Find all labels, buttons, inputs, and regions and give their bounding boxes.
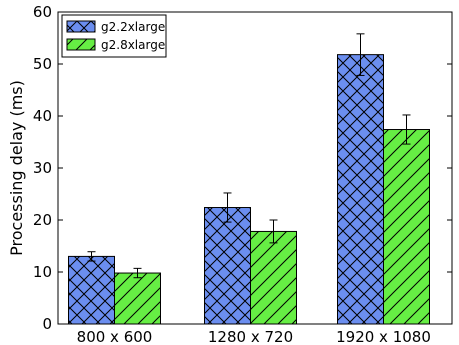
legend: g2.2xlarge g2.8xlarge — [61, 14, 167, 58]
axes: 800 x 600 1280 x 720 1920 x 1080 0 10 20 30 40 5… — [33, 3, 453, 345]
bar-hatch-2-1 — [114, 272, 161, 325]
legend-label-1: g2.2xlarge — [101, 20, 165, 34]
legend-label-2: g2.8xlarge — [101, 38, 165, 52]
bar-hatch-1-2 — [204, 207, 251, 325]
y-tick-label: 40 — [33, 107, 52, 125]
y-tick-label: 30 — [33, 159, 52, 177]
x-tick-label: 1280 x 720 — [208, 328, 293, 345]
x-tick-label: 1920 x 1080 — [336, 328, 431, 345]
y-tick-label: 50 — [33, 55, 52, 73]
legend-swatch-hatch-2 — [66, 38, 96, 51]
y-tick-label: 60 — [33, 3, 52, 21]
legend-swatch-hatch-1 — [66, 20, 96, 33]
bar-hatch-1-1 — [68, 255, 115, 325]
y-tick-label: 0 — [42, 315, 52, 333]
y-tick-label: 10 — [33, 263, 52, 281]
plot-area — [68, 33, 430, 325]
x-tick-label: 800 x 600 — [77, 328, 153, 345]
bar-hatch-2-2 — [250, 230, 297, 325]
y-tick-label: 20 — [33, 211, 52, 229]
bar-hatch-1-3 — [337, 54, 384, 325]
y-axis-label: Processing delay (ms) — [7, 80, 26, 256]
bar-hatch-2-3 — [383, 129, 430, 325]
